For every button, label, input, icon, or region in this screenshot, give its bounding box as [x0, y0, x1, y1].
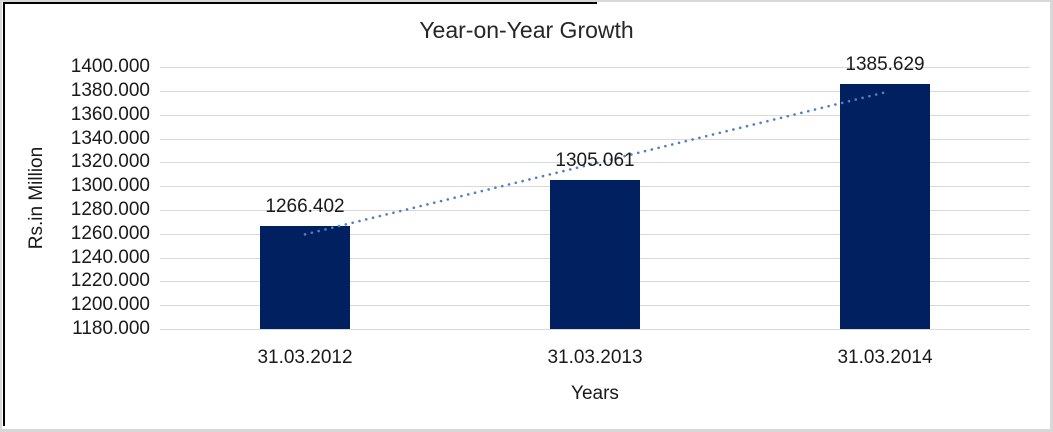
- x-tick-label: 31.03.2012: [257, 347, 353, 368]
- y-tick-label: 1200.000: [70, 294, 150, 316]
- y-axis-title: Rs.in Million: [26, 146, 47, 250]
- y-tick-label: 1340.000: [70, 127, 150, 149]
- y-tick-label: 1240.000: [70, 246, 150, 268]
- bar-data-label: 1305.061: [555, 150, 635, 172]
- chart-title: Year-on-Year Growth: [419, 17, 634, 43]
- frame-edge-bottom: [0, 429, 1053, 432]
- gridline: [160, 67, 1030, 68]
- frame-edge-right: [1050, 0, 1053, 432]
- y-tick-label: 1280.000: [70, 198, 150, 220]
- x-tick-label: 31.03.2014: [837, 347, 933, 368]
- bar-data-label: 1266.402: [265, 196, 345, 218]
- bar-data-label: 1385.629: [845, 54, 925, 76]
- x-axis-title: Years: [571, 383, 619, 404]
- frame-edge-top: [0, 0, 1053, 2]
- bar: [550, 180, 640, 329]
- y-tick-label: 1400.000: [70, 56, 150, 77]
- border-line-left: [3, 2, 5, 426]
- bar: [260, 226, 350, 329]
- y-tick-label: 1180.000: [72, 318, 150, 339]
- y-tick-label: 1260.000: [70, 222, 150, 244]
- y-tick-label: 1380.000: [70, 79, 150, 101]
- gridline: [160, 329, 1030, 330]
- frame-edge-left: [0, 0, 2, 432]
- bar: [840, 84, 930, 329]
- border-line-top: [3, 2, 597, 4]
- y-tick-label: 1320.000: [70, 151, 150, 173]
- y-tick-label: 1220.000: [70, 270, 150, 292]
- x-tick-label: 31.03.2013: [547, 347, 643, 368]
- y-tick-label: 1360.000: [70, 103, 150, 125]
- y-tick-label: 1300.000: [70, 175, 150, 197]
